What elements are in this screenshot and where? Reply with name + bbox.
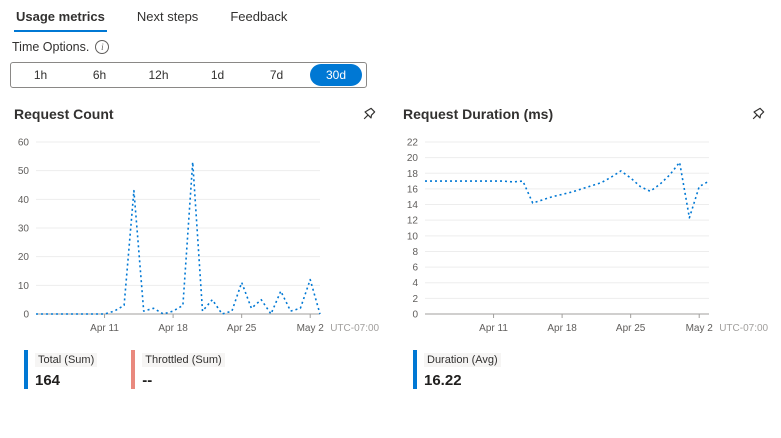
- svg-text:14: 14: [407, 200, 419, 211]
- svg-text:10: 10: [18, 281, 30, 292]
- svg-text:22: 22: [407, 138, 419, 149]
- svg-text:30: 30: [18, 224, 30, 235]
- request-count-legend: Total (Sum) 164 Throttled (Sum) --: [24, 350, 387, 389]
- svg-text:May 2: May 2: [297, 323, 325, 334]
- legend-total-sum-value: 164: [35, 372, 61, 389]
- svg-text:4: 4: [412, 278, 418, 289]
- request-duration-legend: Duration (Avg) 16.22: [413, 350, 776, 389]
- svg-text:Apr 11: Apr 11: [479, 323, 508, 334]
- request-count-card: Request Count 0 10 20 30 40 50 60 Apr 11 Apr 18 A…: [6, 102, 387, 389]
- svg-text:20: 20: [407, 153, 419, 164]
- time-option-7d[interactable]: 7d: [269, 68, 284, 82]
- time-option-30d[interactable]: 30d: [310, 64, 362, 86]
- request-duration-header: Request Duration (ms): [395, 102, 776, 126]
- pushpin-icon[interactable]: [360, 106, 377, 123]
- svg-text:10: 10: [407, 231, 419, 242]
- svg-text:Apr 25: Apr 25: [227, 323, 257, 334]
- time-options-label: Time Options.: [12, 40, 90, 54]
- time-option-1d[interactable]: 1d: [210, 68, 225, 82]
- info-icon[interactable]: i: [95, 40, 110, 54]
- pushpin-icon[interactable]: [749, 106, 766, 123]
- svg-text:8: 8: [412, 247, 418, 258]
- svg-text:Apr 18: Apr 18: [158, 323, 188, 334]
- chart-title-request-duration: Request Duration (ms): [403, 106, 554, 122]
- time-option-6h[interactable]: 6h: [92, 68, 107, 82]
- svg-text:2: 2: [412, 294, 418, 305]
- svg-text:16: 16: [407, 184, 419, 195]
- tab-next-steps[interactable]: Next steps: [136, 9, 199, 24]
- svg-text:Apr 25: Apr 25: [616, 323, 646, 334]
- svg-text:40: 40: [18, 195, 30, 206]
- legend-throttled-sum-value: --: [142, 372, 153, 389]
- time-options-row: Time Options. i: [12, 40, 781, 54]
- svg-text:6: 6: [412, 263, 418, 274]
- legend-duration-avg: Duration (Avg) 16.22: [413, 350, 501, 389]
- request-count-chart: 0 10 20 30 40 50 60 Apr 11 Apr 18 Apr 25 May 2 UTC-…: [18, 138, 380, 335]
- svg-text:60: 60: [18, 138, 30, 149]
- svg-text:12: 12: [407, 216, 419, 227]
- request-count-header: Request Count: [6, 102, 387, 126]
- svg-text:Apr 11: Apr 11: [90, 323, 119, 334]
- tab-usage-metrics[interactable]: Usage metrics: [14, 6, 107, 32]
- tab-feedback[interactable]: Feedback: [230, 9, 288, 24]
- legend-throttled-sum-label: Throttled (Sum): [142, 353, 225, 367]
- tab-bar: Usage metrics Next steps Feedback: [0, 0, 781, 32]
- request-duration-chart: 0 2 4 6 8 10 12 14 16 18 20 22 Apr 11 Apr 18 Apr 25 May…: [407, 138, 769, 335]
- legend-total-sum: Total (Sum) 164: [24, 350, 98, 389]
- svg-text:20: 20: [18, 252, 30, 263]
- svg-text:0: 0: [412, 310, 418, 321]
- svg-text:May 2: May 2: [686, 323, 714, 334]
- legend-total-sum-label: Total (Sum): [35, 353, 98, 367]
- charts-row: Request Count 0 10 20 30 40 50 60 Apr 11 Apr 18 A…: [0, 88, 781, 389]
- svg-text:0: 0: [23, 310, 29, 321]
- svg-text:50: 50: [18, 166, 30, 177]
- svg-text:UTC-07:00: UTC-07:00: [719, 323, 768, 334]
- svg-text:Apr 18: Apr 18: [547, 323, 577, 334]
- svg-text:18: 18: [407, 169, 419, 180]
- svg-text:UTC-07:00: UTC-07:00: [330, 323, 379, 334]
- time-option-1h[interactable]: 1h: [33, 68, 48, 82]
- legend-throttled-sum: Throttled (Sum) --: [131, 350, 225, 389]
- time-range-selector: 1h 6h 12h 1d 7d 30d: [10, 62, 367, 88]
- legend-duration-avg-value: 16.22: [424, 372, 462, 389]
- time-option-12h[interactable]: 12h: [148, 68, 169, 82]
- legend-duration-avg-label: Duration (Avg): [424, 353, 501, 367]
- request-duration-card: Request Duration (ms) 0 2 4 6 8 10 12 14 16 18 20 2…: [395, 102, 776, 389]
- chart-title-request-count: Request Count: [14, 106, 114, 122]
